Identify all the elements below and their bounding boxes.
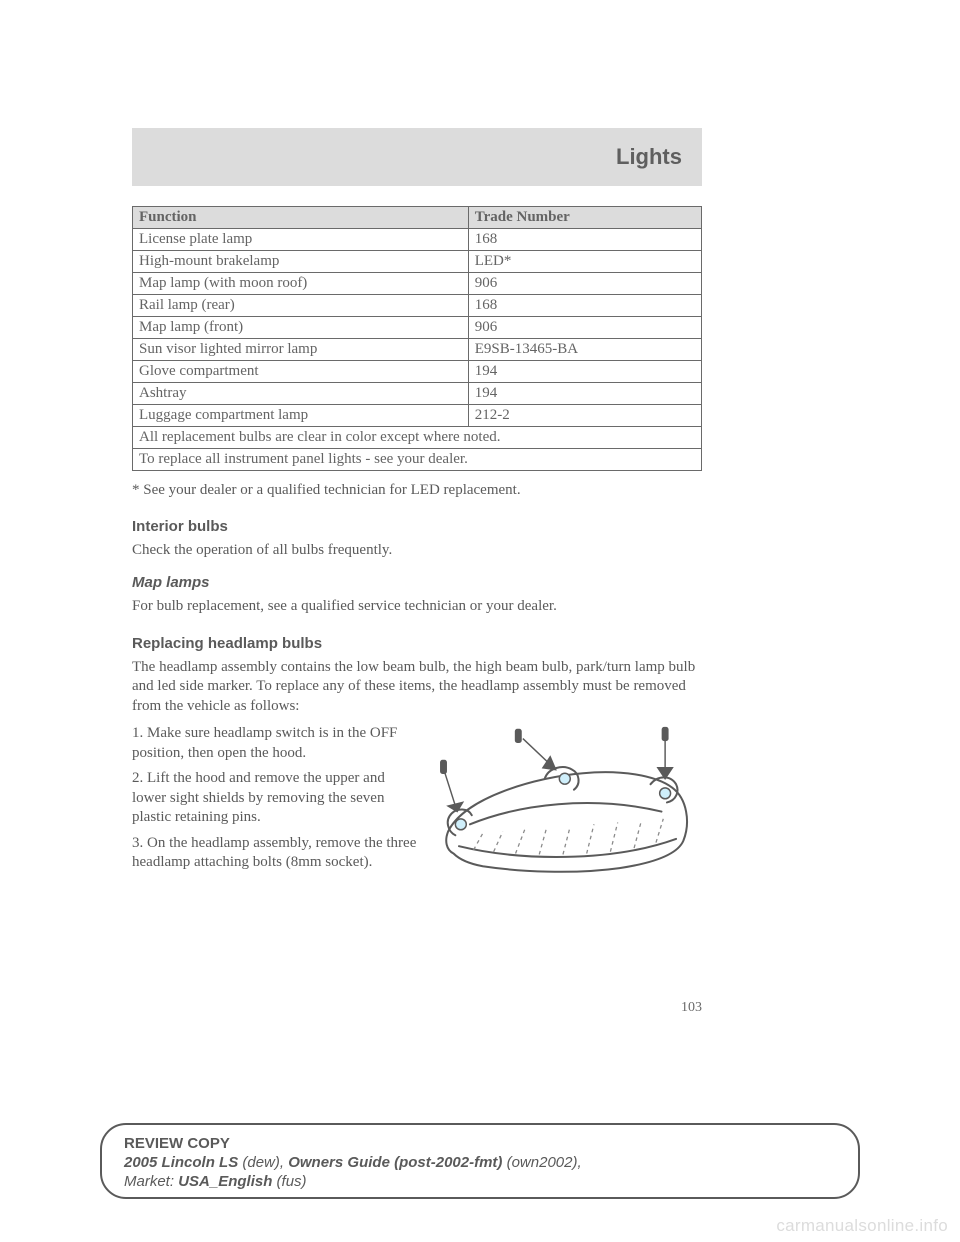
footer-market-label: Market: <box>124 1173 178 1190</box>
text-map-lamps: For bulb replacement, see a qualified se… <box>132 597 702 617</box>
manual-page: Lights Function Trade Number License pla… <box>0 0 960 1242</box>
table-row: Map lamp (with moon roof)906 <box>133 273 702 295</box>
bulb-table: Function Trade Number License plate lamp… <box>132 206 702 471</box>
heading-replacing-headlamp: Replacing headlamp bulbs <box>132 635 702 652</box>
footnote: * See your dealer or a qualified technic… <box>132 481 702 500</box>
step: 1. Make sure headlamp switch is in the O… <box>132 724 416 763</box>
table-row: License plate lamp168 <box>133 229 702 251</box>
th-trade-number: Trade Number <box>468 207 701 229</box>
text-interior-bulbs: Check the operation of all bulbs frequen… <box>132 541 702 561</box>
footer-box: REVIEW COPY 2005 Lincoln LS (dew), Owner… <box>100 1123 860 1199</box>
body-area: Function Trade Number License plate lamp… <box>132 206 702 907</box>
footer-guide: Owners Guide (post-2002-fmt) <box>288 1154 502 1171</box>
section-header-bar: Lights <box>132 128 702 186</box>
table-row: Sun visor lighted mirror lampE9SB-13465-… <box>133 339 702 361</box>
footer-market-value: USA_English <box>178 1173 272 1190</box>
heading-interior-bulbs: Interior bulbs <box>132 518 702 535</box>
text-headlamp-intro: The headlamp assembly contains the low b… <box>132 658 702 717</box>
footer-market-tail: (fus) <box>272 1173 306 1190</box>
headlamp-svg <box>428 724 702 906</box>
footer-model: 2005 Lincoln LS <box>124 1154 238 1171</box>
headlamp-two-column: 1. Make sure headlamp switch is in the O… <box>132 724 702 906</box>
heading-map-lamps: Map lamps <box>132 574 702 591</box>
table-header-row: Function Trade Number <box>133 207 702 229</box>
headlamp-steps: 1. Make sure headlamp switch is in the O… <box>132 724 416 906</box>
watermark: carmanualsonline.info <box>776 1216 948 1236</box>
table-row: Luggage compartment lamp212-2 <box>133 405 702 427</box>
footer-code: (dew), <box>238 1154 288 1171</box>
page-number: 103 <box>132 1000 702 1016</box>
headlamp-diagram <box>428 724 702 906</box>
footer-tail: (own2002), <box>502 1154 581 1171</box>
table-row: Rail lamp (rear)168 <box>133 295 702 317</box>
footer-review: REVIEW COPY <box>124 1135 230 1152</box>
table-row: Glove compartment194 <box>133 361 702 383</box>
table-note-row: All replacement bulbs are clear in color… <box>133 427 702 449</box>
table-row: High-mount brakelampLED* <box>133 251 702 273</box>
section-title: Lights <box>616 144 682 170</box>
table-row: Map lamp (front)906 <box>133 317 702 339</box>
table-note-row: To replace all instrument panel lights -… <box>133 449 702 471</box>
th-function: Function <box>133 207 469 229</box>
step: 2. Lift the hood and remove the upper an… <box>132 769 416 828</box>
table-row: Ashtray194 <box>133 383 702 405</box>
step: 3. On the headlamp assembly, remove the … <box>132 834 416 873</box>
